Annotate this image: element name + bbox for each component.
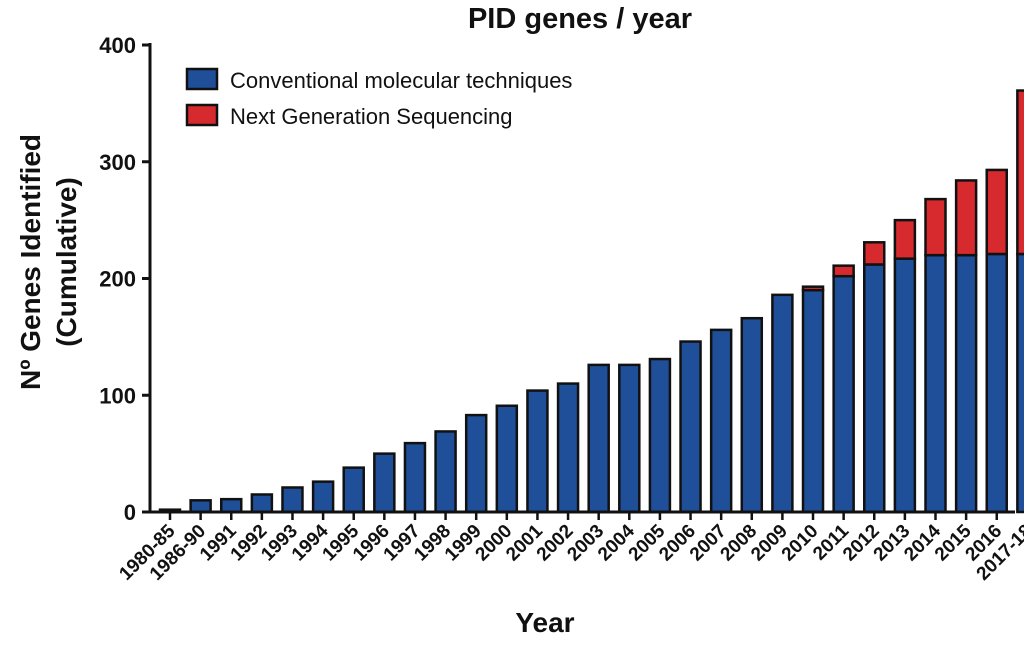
bar-conventional-1997 <box>403 441 427 514</box>
y-tick-label: 100 <box>99 383 136 408</box>
bar-conventional-2008 <box>740 316 764 514</box>
x-axis-ticks: 1980-851986-9019911992199319941995199619… <box>115 512 1024 585</box>
bar-conventional-2006 <box>679 340 702 514</box>
bar-conventional-2015 <box>954 253 978 514</box>
y-axis-ticks: 0 100 200 300 400 <box>99 33 150 525</box>
y-tick-label: 300 <box>99 150 136 175</box>
bar-conventional-2017-18 <box>1016 252 1024 514</box>
bar-ngs-2017-18 <box>1016 89 1024 256</box>
bar-conventional-1998 <box>434 430 457 514</box>
y-tick-label: 200 <box>99 267 136 292</box>
bar-conventional-2014 <box>924 253 947 514</box>
y-axis-title-line-1: Nº Genes Identified <box>15 134 46 390</box>
bar-conventional-2002 <box>556 382 580 514</box>
bar-conventional-2003 <box>587 363 610 514</box>
bar-conventional-1986-90 <box>189 499 212 514</box>
bar-ngs-2013 <box>893 218 917 260</box>
y-tick-label: 0 <box>124 500 136 525</box>
bar-conventional-2016 <box>985 252 1008 514</box>
legend-label-conventional: Conventional molecular techniques <box>230 68 572 93</box>
legend: Conventional molecular techniques Next G… <box>185 67 572 129</box>
bar-ngs-2016 <box>985 168 1008 256</box>
bar-ngs-2014 <box>924 197 947 257</box>
bar-conventional-2011 <box>832 274 855 514</box>
bar-conventional-1994 <box>311 480 335 514</box>
y-axis-title-line-2: (Cumulative) <box>51 177 82 347</box>
bars-group <box>158 89 1024 514</box>
bar-conventional-2001 <box>526 389 549 514</box>
bar-ngs-2015 <box>954 179 978 257</box>
bar-conventional-1992 <box>250 493 274 514</box>
bar-conventional-2004 <box>618 363 641 514</box>
axes <box>148 43 1015 514</box>
bar-conventional-2009 <box>771 293 794 514</box>
bar-conventional-1995 <box>342 466 365 514</box>
bar-conventional-2005 <box>648 357 672 514</box>
bar-conventional-1999 <box>464 413 488 514</box>
y-tick-label: 400 <box>99 33 136 58</box>
bar-ngs-2010 <box>801 285 825 292</box>
bar-conventional-2000 <box>495 404 519 514</box>
bar-conventional-1993 <box>281 486 304 514</box>
bar-conventional-2012 <box>863 263 886 514</box>
legend-swatch-ngs <box>185 103 219 127</box>
bar-ngs-2012 <box>863 241 886 266</box>
bar-conventional-1991 <box>219 497 243 514</box>
bar-conventional-2013 <box>893 257 917 514</box>
bar-ngs-2011 <box>832 264 855 278</box>
legend-label-ngs: Next Generation Sequencing <box>230 104 513 129</box>
x-axis-title: Year <box>515 607 574 638</box>
bar-conventional-2007 <box>709 328 733 514</box>
chart-title: PID genes / year <box>468 3 692 35</box>
legend-swatch-conventional <box>185 67 219 91</box>
bar-conventional-1996 <box>373 452 396 514</box>
bar-conventional-2010 <box>801 288 825 514</box>
